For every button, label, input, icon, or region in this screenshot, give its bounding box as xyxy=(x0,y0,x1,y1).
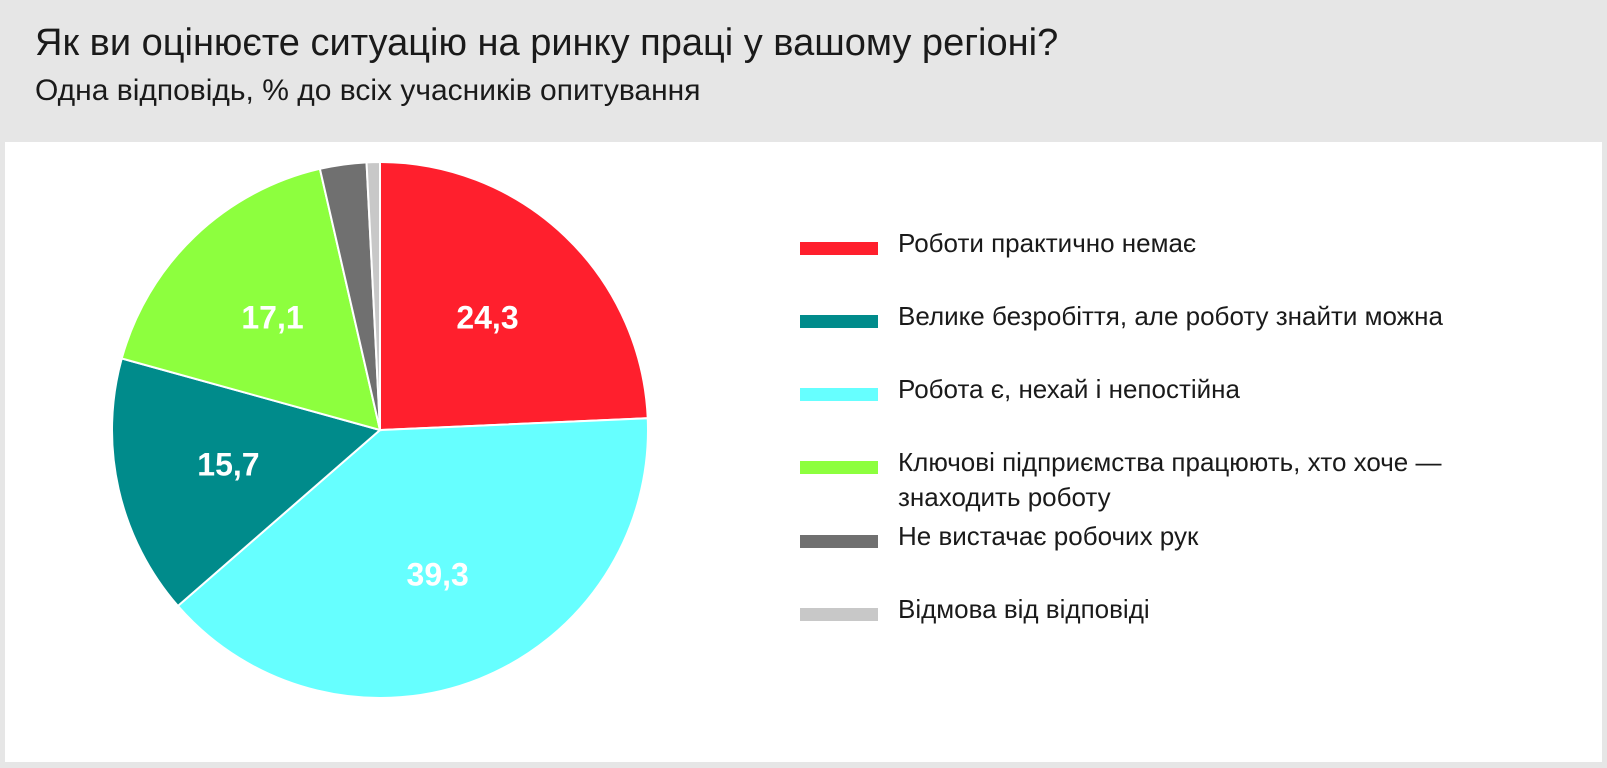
chart-panel: 24,3 39,3 15,7 17,1 Роботи практично немає В… xyxy=(5,142,1602,762)
legend-label: Відмова від відповіді xyxy=(898,594,1150,624)
pie-chart: 24,3 39,3 15,7 17,1 xyxy=(111,160,649,699)
pie-slice-1 xyxy=(379,160,649,432)
legend-label: Роботи практично немає xyxy=(898,228,1197,258)
chart-header: Як ви оцінюєте ситуацію на ринку праці у… xyxy=(0,0,1607,142)
pie-slice-4 xyxy=(120,167,382,432)
legend-item: Ключові підприємства працюють, хто хоче … xyxy=(800,447,1560,512)
legend-item: Робота є, нехай і непостійна xyxy=(800,374,1560,432)
legend-item: Роботи практично немає xyxy=(800,228,1560,286)
pie-slice-1-value-label: 24,3 xyxy=(456,300,518,336)
chart-subtitle: Одна відповідь, % до всіх учасників опит… xyxy=(35,74,701,107)
legend-item: Не вистачає робочих рук xyxy=(800,521,1560,579)
legend-label: Робота є, нехай і непостійна xyxy=(898,374,1240,404)
legend-label: Велике безробіття, але роботу знайти мож… xyxy=(898,301,1443,331)
legend-swatch xyxy=(800,461,878,474)
legend-label: Ключові підприємства працюють, хто хоче … xyxy=(898,447,1442,512)
legend-label: Не вистачає робочих рук xyxy=(898,521,1199,551)
legend-swatch xyxy=(800,535,878,548)
pie-slice-2-value-label: 39,3 xyxy=(407,556,469,592)
legend-item: Велике безробіття, але роботу знайти мож… xyxy=(800,301,1560,359)
pie-slice-2 xyxy=(176,417,649,699)
legend-swatch xyxy=(800,388,878,401)
pie-slice-3-value-label: 15,7 xyxy=(197,446,259,482)
pie-slice-3 xyxy=(111,357,383,608)
legend-item: Відмова від відповіді xyxy=(800,594,1560,652)
legend-swatch xyxy=(800,608,878,621)
pie-slice-6 xyxy=(365,160,381,431)
pie-slice-4-value-label: 17,1 xyxy=(241,300,303,336)
legend-swatch xyxy=(800,242,878,255)
legend-swatch xyxy=(800,315,878,328)
chart-title: Як ви оцінюєте ситуацію на ринку праці у… xyxy=(35,22,1059,64)
